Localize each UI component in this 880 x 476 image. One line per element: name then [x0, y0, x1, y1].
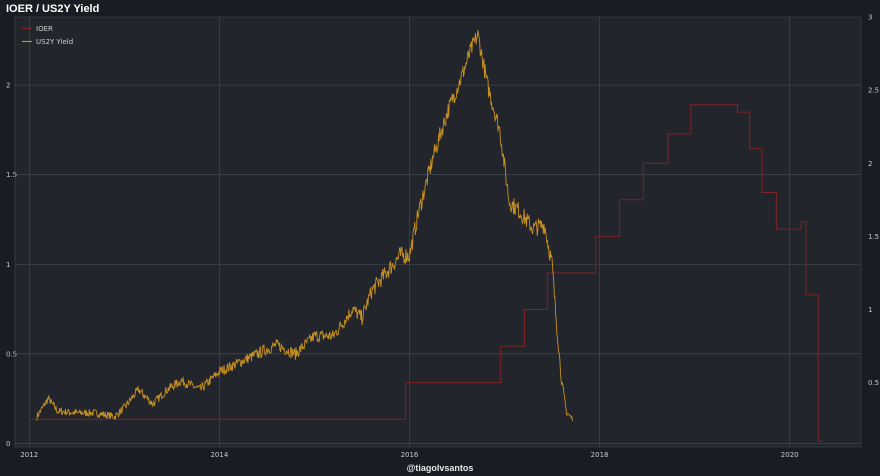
x-tick-label: 2012 [20, 451, 38, 459]
y-left-tick-label: 2 [6, 82, 10, 90]
legend: IOER US2Y Yield [22, 25, 73, 46]
y-right-tick-label: 1 [868, 306, 872, 314]
chart-title: IOER / US2Y Yield [6, 3, 100, 15]
y-left-tick-label: 0.5 [6, 350, 17, 358]
x-tick-label: 2020 [781, 451, 799, 459]
axes: 2012 2014 2016 2018 2020 0 0.5 1 1.5 2 0.5 1 1.5 2 2.5… [6, 14, 879, 460]
x-tick-label: 2018 [591, 451, 609, 459]
plot-frame [14, 16, 862, 448]
y-left-tick-label: 0 [6, 440, 10, 448]
legend-label: IOER [36, 25, 53, 33]
y-right-tick-label: 2 [868, 160, 872, 168]
legend-label: US2Y Yield [36, 38, 73, 46]
series-layer [29, 30, 823, 442]
x-tick-label: 2014 [210, 451, 228, 459]
y-left-tick-label: 1 [6, 261, 10, 269]
series-line-us2y-yield [36, 30, 574, 422]
series-line-ioer [29, 104, 823, 442]
author-credit: @tiagolvsantos [406, 463, 474, 473]
grid [15, 17, 861, 447]
plot-background [15, 17, 861, 447]
y-right-tick-label: 1.5 [868, 233, 879, 241]
y-right-tick-label: 0.5 [868, 379, 879, 387]
y-right-tick-label: 3 [868, 14, 872, 22]
y-left-tick-label: 1.5 [6, 171, 17, 179]
y-right-tick-label: 2.5 [868, 87, 879, 95]
x-tick-label: 2016 [401, 451, 419, 459]
